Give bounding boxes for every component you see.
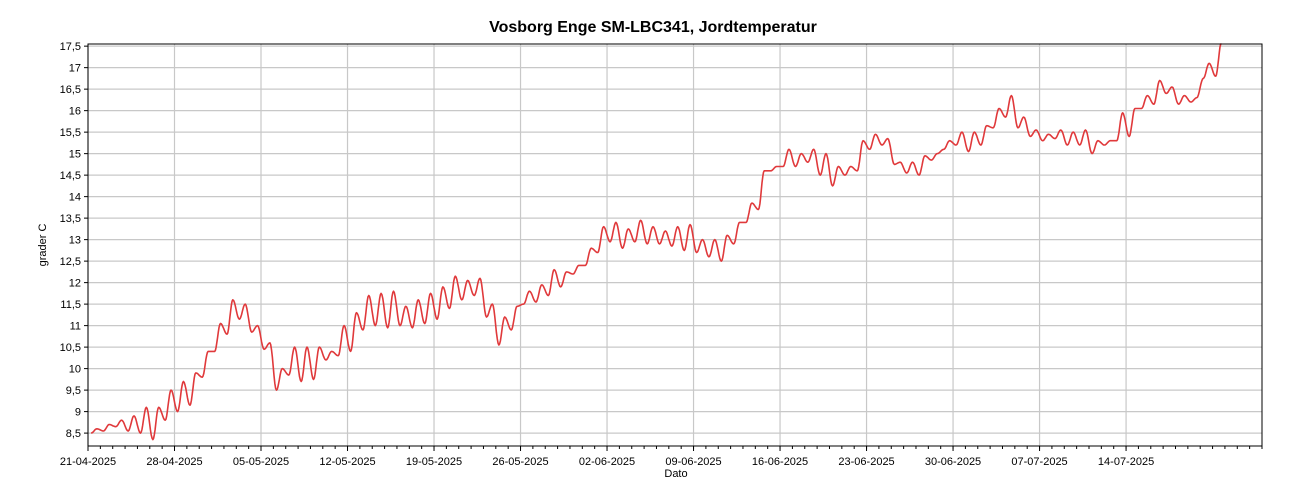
y-tick-label: 10 (69, 364, 81, 376)
y-tick-label: 8,5 (66, 428, 81, 440)
y-tick-label: 17 (69, 63, 81, 75)
grid (87, 44, 1262, 446)
y-tick-label: 15 (69, 149, 81, 161)
x-tick-label: 09-06-2025 (665, 456, 721, 468)
y-tick-label: 9,5 (66, 385, 81, 397)
y-tick-label: 13,5 (60, 213, 81, 225)
x-tick-label: 12-05-2025 (319, 456, 375, 468)
x-axis-label: Dato (664, 468, 687, 480)
y-tick-label: 9 (75, 407, 81, 419)
y-tick-label: 14 (69, 192, 81, 204)
y-tick-label: 12 (69, 278, 81, 290)
x-tick-label: 02-06-2025 (579, 456, 635, 468)
y-tick-label: 16 (69, 106, 81, 118)
y-tick-label: 12,5 (60, 256, 81, 268)
y-axis-label: grader C (37, 224, 49, 267)
y-tick-label: 11,5 (60, 299, 81, 311)
x-tick-label: 23-06-2025 (838, 456, 894, 468)
y-tick-label: 13 (69, 235, 81, 247)
x-tick-label: 14-07-2025 (1098, 456, 1154, 468)
y-tick-label: 11 (70, 321, 81, 333)
x-tick-label: 30-06-2025 (925, 456, 981, 468)
x-tick-label: 07-07-2025 (1011, 456, 1067, 468)
temperature-series-line (90, 43, 1222, 441)
chart-title: Vosborg Enge SM-LBC341, Jordtemperatur (489, 19, 817, 36)
y-axis: 8,5 9 9,5 10 10,5 11 11,5 12 12,5 13 13,5 14 14,5 15 1… (60, 41, 88, 440)
y-tick-label: 17,5 (60, 41, 81, 53)
series-group (90, 43, 1222, 441)
x-tick-label: 21-04-2025 (60, 456, 116, 468)
y-tick-label: 15,5 (60, 127, 81, 139)
x-tick-label: 28-04-2025 (146, 456, 202, 468)
x-tick-label: 05-05-2025 (233, 456, 289, 468)
x-tick-label: 19-05-2025 (406, 456, 462, 468)
x-tick-label: 26-05-2025 (492, 456, 548, 468)
plot-frame (87, 43, 1263, 447)
y-tick-label: 10,5 (60, 342, 81, 354)
y-tick-label: 16,5 (60, 84, 81, 96)
x-axis: 21-04-2025 28-04-2025 05-05-2025 12-05-2025… (60, 446, 1263, 468)
y-tick-label: 14,5 (60, 170, 81, 182)
x-tick-label: 16-06-2025 (752, 456, 808, 468)
